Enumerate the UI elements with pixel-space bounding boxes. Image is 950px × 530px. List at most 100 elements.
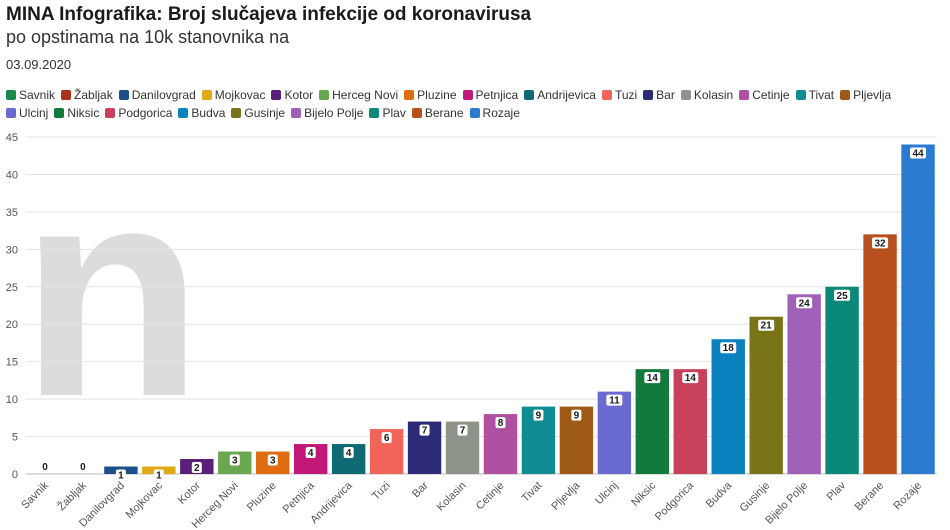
y-tick-label: 30 xyxy=(6,244,18,256)
legend-item[interactable]: Pljevlja xyxy=(840,87,891,104)
legend-swatch xyxy=(739,90,750,101)
y-tick-label: 25 xyxy=(6,282,18,294)
legend-item[interactable]: Pluzine xyxy=(404,87,457,104)
legend-item[interactable]: Ulcinj xyxy=(6,105,48,122)
data-label-bg xyxy=(758,319,775,331)
legend-item[interactable]: Tuzi xyxy=(601,87,637,104)
legend-item[interactable]: Rozaje xyxy=(469,105,520,122)
legend-label: Budva xyxy=(191,105,226,120)
data-label-bg xyxy=(606,394,623,406)
x-tick-label: Andrijevica xyxy=(308,479,355,526)
legend-item[interactable]: Bar xyxy=(643,87,675,104)
legend-item[interactable]: Gusinje xyxy=(231,105,285,122)
data-label-bg xyxy=(872,237,889,249)
y-tick-label: 15 xyxy=(6,357,18,369)
legend-swatch xyxy=(61,90,72,101)
legend-item[interactable]: Petnjica xyxy=(462,87,519,104)
legend-item[interactable]: Tivat xyxy=(795,87,834,104)
bar[interactable] xyxy=(863,234,897,474)
data-label: 0 xyxy=(80,462,86,473)
x-tick-label: Budva xyxy=(704,479,735,510)
y-tick-label: 45 xyxy=(6,132,18,144)
legend-swatch xyxy=(231,108,242,118)
legend-swatch xyxy=(271,90,282,101)
data-label: 18 xyxy=(723,343,735,354)
bar[interactable] xyxy=(787,294,821,474)
legend-swatch xyxy=(118,90,129,101)
legend-item[interactable]: Kolasin xyxy=(680,87,734,104)
legend-item[interactable]: Mojkovac xyxy=(201,87,265,104)
y-axis: 0 5 10 15 20 25 30 35 40 45 xyxy=(6,132,18,481)
x-tick-label: Gusinje xyxy=(737,480,772,515)
data-label: 11 xyxy=(609,396,620,407)
legend-swatch xyxy=(524,90,535,101)
data-label-bg xyxy=(419,424,430,436)
data-label: 1 xyxy=(156,471,162,482)
legend-label: Žabljak xyxy=(74,88,113,102)
chart-subtitle: po opstinama na 10k stanovnika na xyxy=(6,27,290,47)
y-tick-label: 40 xyxy=(6,169,18,181)
legend-label: Petnjica xyxy=(475,88,519,102)
x-tick-label: Bar xyxy=(410,479,431,500)
bar[interactable] xyxy=(673,369,707,474)
y-tick-label: 10 xyxy=(6,394,18,406)
legend-label: Rozaje xyxy=(482,105,520,120)
data-label-bg xyxy=(796,297,813,309)
data-label: 9 xyxy=(536,411,542,422)
legend-swatch xyxy=(105,108,116,118)
legend-item[interactable]: Danilovgrad xyxy=(118,87,196,104)
legend-label: Plav xyxy=(382,105,406,120)
y-tick-label: 35 xyxy=(6,207,18,219)
legend-item[interactable]: Podgorica xyxy=(105,105,172,122)
data-label: 3 xyxy=(270,456,276,467)
legend-swatch xyxy=(411,108,422,118)
legend-swatch xyxy=(404,90,415,101)
x-tick-label: Rozaje xyxy=(891,480,924,513)
bar[interactable] xyxy=(749,316,783,474)
legend-swatch xyxy=(643,90,654,101)
legend: Savnik Žabljak Danilovgrad Mojkovac Kotor Her… xyxy=(6,87,936,123)
legend-label: Danilovgrad xyxy=(131,88,196,102)
bar[interactable] xyxy=(711,339,745,474)
data-label: 4 xyxy=(308,448,314,459)
legend-item[interactable]: Bijelo Polje xyxy=(291,105,363,122)
legend-label: Berane xyxy=(424,105,464,120)
legend-label: Pljevlja xyxy=(853,88,892,102)
y-tick-label: 5 xyxy=(12,432,18,444)
legend-label: Kolasin xyxy=(693,88,734,102)
data-label: 14 xyxy=(647,373,659,384)
data-label: 8 xyxy=(498,418,504,429)
legend-item[interactable]: Cetinje xyxy=(739,87,790,104)
legend-swatch xyxy=(601,90,612,101)
legend-item[interactable]: Berane xyxy=(411,105,464,122)
bar[interactable] xyxy=(635,369,670,474)
x-tick-label: Tivat xyxy=(520,480,545,505)
legend-label: Niksic xyxy=(67,105,100,120)
legend-item[interactable]: Savnik xyxy=(6,87,55,104)
data-label-bg xyxy=(495,417,506,429)
legend-item[interactable]: Niksic xyxy=(54,105,99,122)
x-tick-label: Plav xyxy=(825,479,849,503)
legend-item[interactable]: Žabljak xyxy=(61,87,113,104)
legend-swatch xyxy=(291,108,302,118)
legend-swatch xyxy=(319,90,330,101)
data-label-bg xyxy=(910,147,927,159)
data-label: 32 xyxy=(875,238,887,249)
legend-item[interactable]: Herceg Novi xyxy=(319,87,398,104)
bar[interactable] xyxy=(901,144,935,474)
data-label-bg xyxy=(720,342,737,354)
legend-item[interactable]: Kotor xyxy=(271,87,313,104)
data-label: 3 xyxy=(232,456,238,467)
legend-label: Herceg Novi xyxy=(332,88,399,102)
data-label: 9 xyxy=(574,411,580,422)
x-tick-label: Petnjica xyxy=(281,479,318,516)
legend-item[interactable]: Andrijevica xyxy=(524,87,596,104)
legend-swatch xyxy=(469,108,480,118)
legend-item[interactable]: Plav xyxy=(369,105,406,122)
bar[interactable] xyxy=(825,286,859,474)
data-label-bg xyxy=(191,462,202,474)
data-label-bg xyxy=(267,454,278,466)
legend-item[interactable]: Budva xyxy=(178,105,225,122)
